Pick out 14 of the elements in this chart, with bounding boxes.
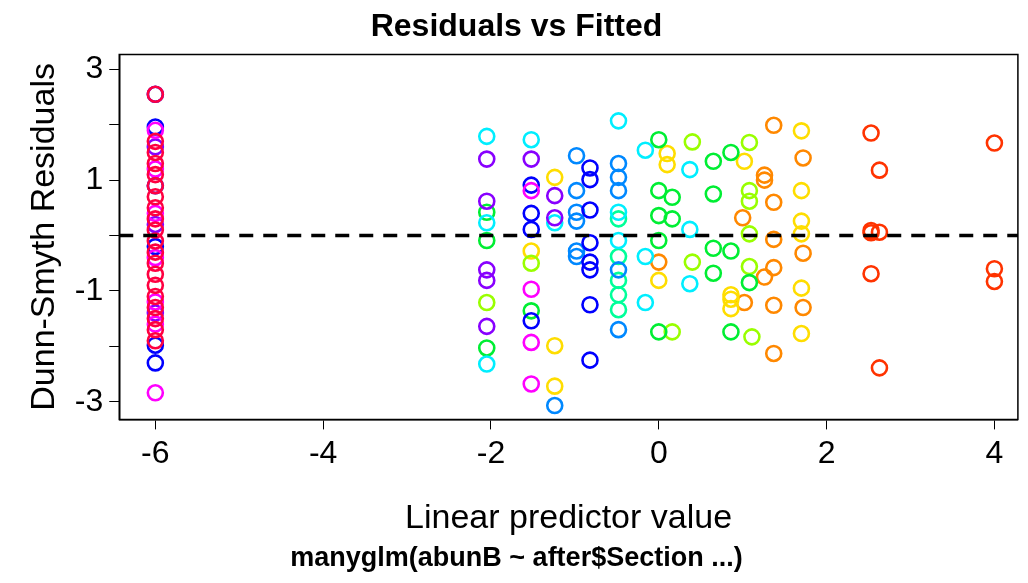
y-tick-label: -3 [74,381,104,418]
x-tick-label: -6 [141,434,170,471]
x-tick-label: 0 [649,434,668,471]
x-tick-label: 4 [985,434,1004,471]
chart-title: Residuals vs Fitted [370,7,663,44]
y-axis-title: Dunn-Smyth Residuals [22,63,61,411]
y-tick-label: 3 [85,49,104,86]
x-tick-label: 2 [817,434,836,471]
y-tick-label: -1 [74,270,104,307]
x-tick-label: -2 [476,434,506,471]
text: manyglm(abunB ~ after$Section ...) [290,542,743,573]
x-tick-label: -4 [308,434,338,471]
x-axis-title: Linear predictor value [405,496,733,535]
y-tick-label: 1 [85,159,104,196]
